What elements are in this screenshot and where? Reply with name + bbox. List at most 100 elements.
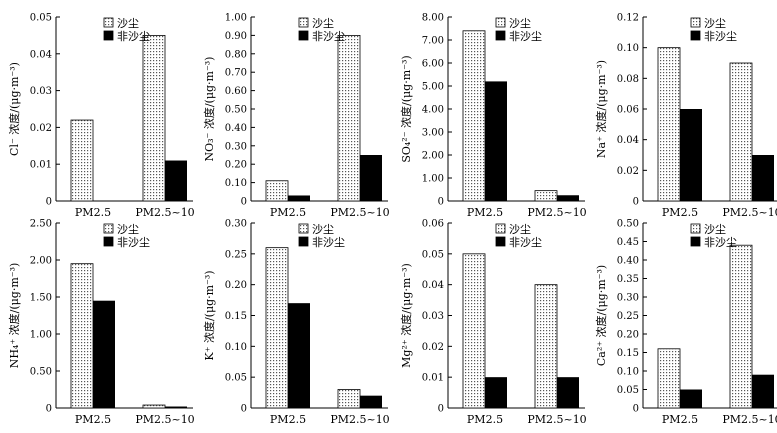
category-label: PM2.5 xyxy=(662,206,698,219)
category-label: PM2.5~10 xyxy=(135,206,194,219)
y-tick-label: 0.30 xyxy=(225,219,247,230)
legend-label-non-dust: 非沙尘 xyxy=(312,30,345,43)
legend-swatch-dust xyxy=(690,17,701,28)
legend-label-non-dust: 非沙尘 xyxy=(509,236,542,249)
y-tick-label: 0 xyxy=(438,197,444,208)
y-tick-label: 0.02 xyxy=(617,166,639,177)
legend-label-non-dust: 非沙尘 xyxy=(117,236,150,249)
y-tick-label: 0.25 xyxy=(617,311,639,322)
y-tick-label: 0 xyxy=(633,197,639,208)
category-label: PM2.5 xyxy=(270,413,306,426)
category-label: PM2.5 xyxy=(270,206,306,219)
bar-non-dust xyxy=(165,406,187,408)
y-tick-label: 0.02 xyxy=(30,123,52,134)
bar-non-dust xyxy=(165,160,187,201)
y-axis-label: Ca²⁺ 浓度/(μg·m⁻³) xyxy=(594,265,608,366)
legend-label-non-dust: 非沙尘 xyxy=(117,30,150,43)
y-tick-label: 0.10 xyxy=(225,178,247,189)
y-tick-label: 0.35 xyxy=(617,274,639,285)
category-label: PM2.5~10 xyxy=(722,206,777,219)
chart-panel: 0 0.05 0.10 0.15 0.20 0.25 0.30 K⁺ 浓度/(μg·m⁻³) P… xyxy=(202,219,390,427)
y-tick-label: 2.00 xyxy=(30,256,52,267)
y-tick-label: 4.00 xyxy=(422,105,444,116)
bar-dust xyxy=(534,284,558,409)
y-axis-label: NO₃⁻ 浓度/(μg·m⁻³) xyxy=(202,57,216,162)
legend-label-dust: 沙尘 xyxy=(509,223,531,236)
y-tick-label: 0.01 xyxy=(30,160,52,171)
y-tick-label: 0.50 xyxy=(225,105,247,116)
chart-panel: 0 0.50 1.00 1.50 2.00 2.50 NH₄⁺ 浓度/(μg·m⁻³) PM2… xyxy=(7,219,195,427)
y-tick-label: 0.04 xyxy=(30,49,52,60)
bar-dust xyxy=(462,253,486,409)
y-tick-label: 0.10 xyxy=(617,43,639,54)
category-label: PM2.5 xyxy=(467,206,503,219)
bar-dust xyxy=(265,247,289,409)
y-axis-label: Na⁺ 浓度/(μg·m⁻³) xyxy=(594,60,608,158)
y-tick-label: 0.20 xyxy=(225,160,247,171)
y-tick-label: 0.10 xyxy=(617,367,639,378)
y-tick-label: 0.03 xyxy=(30,86,52,97)
y-tick-label: 1.00 xyxy=(225,13,247,24)
chart-panel: 0 0.01 0.02 0.03 0.04 0.05 0.06 Mg²⁺ 浓度/(μg·m⁻³… xyxy=(399,219,587,427)
y-tick-label: 0.50 xyxy=(617,219,639,230)
y-tick-label: 0.40 xyxy=(225,123,247,134)
bar-non-dust xyxy=(93,300,115,408)
y-tick-label: 0.60 xyxy=(225,86,247,97)
chart-panel: 0 0.02 0.04 0.06 0.08 0.10 0.12 Na⁺ 浓度/(μg·m⁻³)… xyxy=(594,13,777,219)
category-label: PM2.5~10 xyxy=(135,413,194,426)
y-tick-label: 0 xyxy=(241,197,247,208)
y-tick-label: 0.05 xyxy=(617,385,639,396)
bar-non-dust xyxy=(557,377,579,408)
y-axis-label: NH₄⁺ 浓度/(μg·m⁻³) xyxy=(7,263,21,369)
y-tick-label: 0.04 xyxy=(422,280,444,291)
bar-non-dust xyxy=(752,374,774,408)
legend-label-dust: 沙尘 xyxy=(117,17,139,30)
y-tick-label: 0.30 xyxy=(225,141,247,152)
bar-dust xyxy=(729,244,753,409)
category-label: PM2.5~10 xyxy=(330,413,389,426)
legend-label-non-dust: 非沙尘 xyxy=(704,30,737,43)
y-tick-label: 2.50 xyxy=(30,219,52,230)
y-tick-label: 0 xyxy=(438,404,444,415)
category-label: PM2.5~10 xyxy=(527,206,586,219)
bar-dust xyxy=(70,119,94,202)
chart-panel: 0 1.00 2.00 3.00 4.00 5.00 6.00 7.00 8.00 SO₄²⁻ 浓… xyxy=(399,13,587,220)
chart-panel: 0 0.05 0.10 0.15 0.20 0.25 0.30 0.35 0.40 0.45 0.5… xyxy=(594,219,777,426)
bar-non-dust xyxy=(360,155,382,201)
y-tick-label: 2.00 xyxy=(422,151,444,162)
chart-panel: 0 0.01 0.02 0.03 0.04 0.05 Cl⁻ 浓度/(μg·m⁻³) PM2.… xyxy=(7,13,195,220)
bar-non-dust xyxy=(288,303,310,408)
legend-swatch-dust xyxy=(298,223,309,234)
bar-dust xyxy=(729,62,753,202)
y-tick-label: 0 xyxy=(46,197,52,208)
legend-label-non-dust: 非沙尘 xyxy=(509,30,542,43)
category-label: PM2.5~10 xyxy=(330,206,389,219)
y-tick-label: 0.08 xyxy=(617,74,639,85)
y-tick-label: 0.12 xyxy=(617,13,639,24)
bar-dust xyxy=(657,47,681,202)
category-label: PM2.5 xyxy=(75,413,111,426)
legend-label-non-dust: 非沙尘 xyxy=(704,236,737,249)
legend-label-dust: 沙尘 xyxy=(312,223,334,236)
legend-label-dust: 沙尘 xyxy=(509,17,531,30)
y-tick-label: 0.40 xyxy=(617,256,639,267)
legend-swatch-non-dust xyxy=(103,236,114,247)
y-tick-label: 0.25 xyxy=(225,249,247,260)
bar-non-dust xyxy=(288,195,310,201)
y-axis-label: Cl⁻ 浓度/(μg·m⁻³) xyxy=(7,62,21,156)
y-tick-label: 7.00 xyxy=(422,36,444,47)
y-axis-label: K⁺ 浓度/(μg·m⁻³) xyxy=(202,270,216,360)
y-tick-label: 0.30 xyxy=(617,293,639,304)
y-tick-label: 5.00 xyxy=(422,82,444,93)
y-tick-label: 0.02 xyxy=(422,342,444,353)
y-tick-label: 0.20 xyxy=(225,280,247,291)
bar-non-dust xyxy=(752,155,774,201)
legend-label-dust: 沙尘 xyxy=(117,223,139,236)
y-tick-label: 1.00 xyxy=(422,174,444,185)
y-tick-label: 0.15 xyxy=(225,311,247,322)
y-tick-label: 0 xyxy=(633,404,639,415)
legend-swatch-dust xyxy=(495,17,506,28)
legend-label-dust: 沙尘 xyxy=(312,17,334,30)
bar-dust xyxy=(337,35,361,202)
y-tick-label: 0.10 xyxy=(225,342,247,353)
